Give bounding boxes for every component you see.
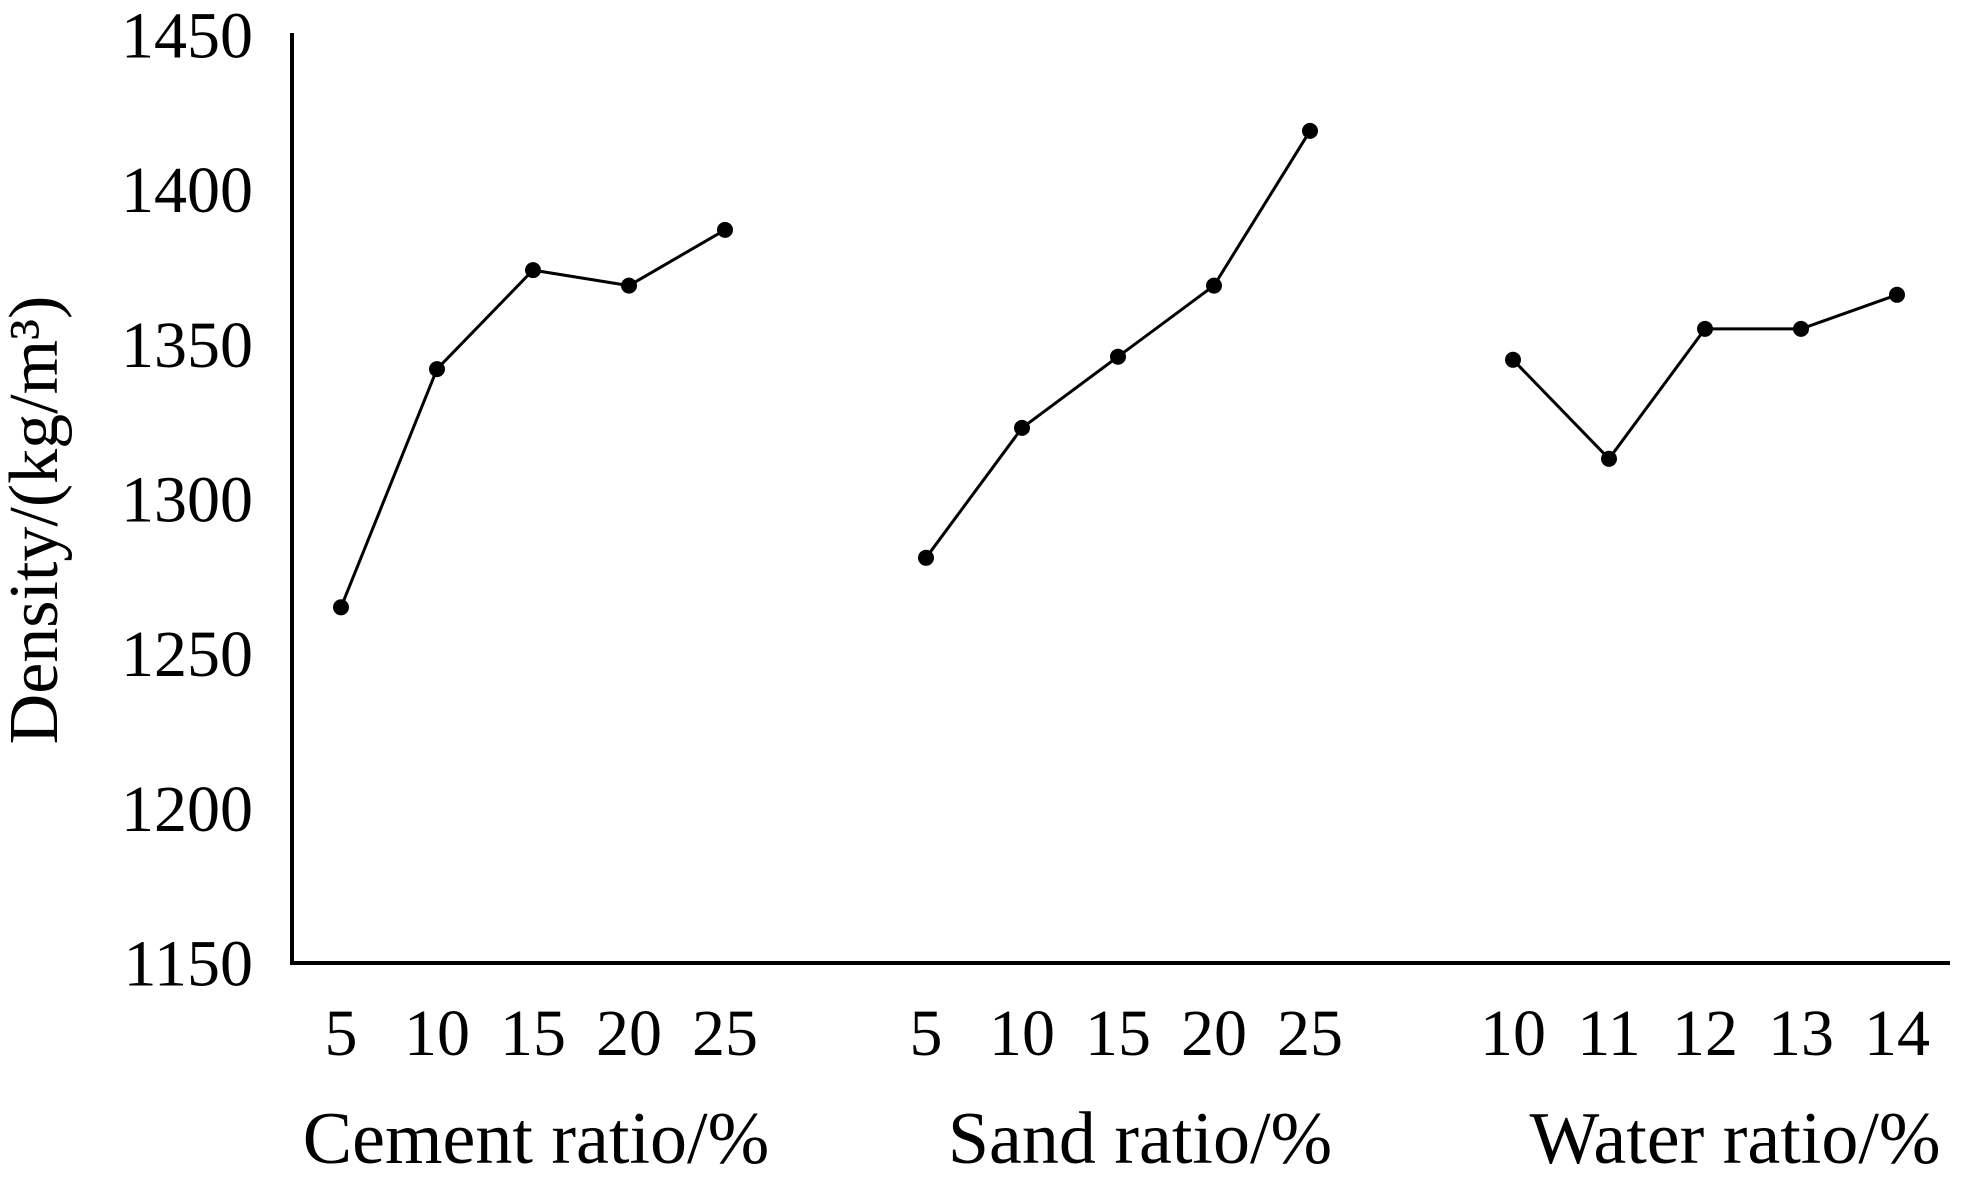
data-point <box>1302 122 1318 139</box>
x-tick-label: 5 <box>325 997 358 1070</box>
series-line-water <box>1511 293 1899 461</box>
x-tick-label: 10 <box>1480 997 1546 1070</box>
x-tick-label: 11 <box>1577 997 1641 1070</box>
data-point <box>717 221 733 238</box>
x-tick-label: 25 <box>692 997 758 1070</box>
y-tick-label: 1200 <box>121 773 253 846</box>
x-axis-title-water: Water ratio/% <box>1529 1098 1940 1180</box>
x-tick-label: 25 <box>1277 997 1343 1070</box>
x-tick-label: 5 <box>910 997 943 1070</box>
x-tick-label: 13 <box>1768 997 1834 1070</box>
y-tick-label: 1150 <box>123 927 253 1000</box>
data-point <box>1505 351 1521 368</box>
series-line-sand <box>924 129 1312 560</box>
data-point <box>1014 419 1030 436</box>
x-tick-label: 20 <box>596 997 662 1070</box>
ticks-layer: 1150 1200 1250 1300 1350 1400 1450 5 10 15 20 25 Cem… <box>121 0 1941 1180</box>
data-point <box>1110 348 1126 365</box>
x-tick-label: 14 <box>1864 997 1930 1070</box>
y-axis-title: Density/(kg/m³) <box>0 296 73 745</box>
series-line-cement <box>339 228 727 609</box>
x-tick-label: 10 <box>989 997 1055 1070</box>
x-axis-title-cement: Cement ratio/% <box>303 1098 769 1180</box>
y-tick-label: 1250 <box>121 618 253 691</box>
x-tick-label: 12 <box>1672 997 1738 1070</box>
axes-layer <box>290 33 1950 965</box>
data-point <box>1206 277 1222 294</box>
y-tick-label: 1300 <box>121 463 253 536</box>
data-point <box>333 599 349 616</box>
data-point <box>1601 450 1617 467</box>
series-layer <box>333 122 1905 616</box>
data-point <box>1889 286 1905 303</box>
data-point <box>918 549 934 566</box>
data-point <box>1793 320 1809 337</box>
x-tick-label: 20 <box>1181 997 1247 1070</box>
y-tick-label: 1450 <box>121 0 253 72</box>
data-point <box>525 262 541 279</box>
data-point <box>621 277 637 294</box>
data-point <box>1697 320 1713 337</box>
x-axis-title-sand: Sand ratio/% <box>948 1098 1332 1180</box>
x-tick-label: 15 <box>1085 997 1151 1070</box>
x-tick-label: 10 <box>404 997 470 1070</box>
x-tick-label: 15 <box>500 997 566 1070</box>
y-tick-label: 1350 <box>121 309 253 382</box>
y-tick-label: 1400 <box>121 154 253 227</box>
data-point <box>429 361 445 378</box>
